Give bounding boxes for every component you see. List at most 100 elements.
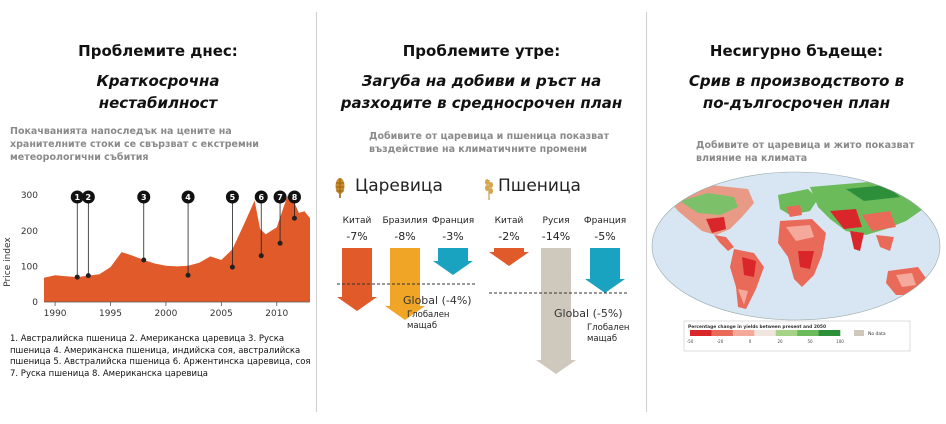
panel-description-line-2: влияние на климата	[696, 153, 808, 164]
wheat-arrow-0	[489, 248, 529, 266]
event-legend-line-3: пшеница 5. Австралийска пшеница 6. Аржен…	[10, 357, 311, 367]
event-marker-label: 2	[86, 193, 92, 202]
panel-title: Проблемите днес:	[78, 42, 238, 60]
maize-arrow-2	[433, 248, 473, 275]
map-legend-swatch	[775, 330, 798, 336]
wheat-title: Пшеница	[498, 176, 581, 196]
wheat-pct-china: -2%	[498, 230, 520, 243]
maize-country-brazil: Бразилия	[382, 216, 428, 226]
x-tick-label: 2000	[154, 309, 177, 319]
event-dot	[185, 272, 191, 278]
event-legend-line-4: 7. Руска пшеница 8. Американска царевица	[10, 368, 208, 379]
event-legend-line-2: пшеница 4. Американска пшеница, индийска…	[10, 345, 301, 356]
maize-pct-china: -7%	[346, 230, 368, 243]
map-legend-swatch	[690, 330, 712, 336]
map-legend-title: Percentage change in yields between pres…	[688, 324, 826, 330]
map-legend-swatch	[754, 330, 777, 336]
y-tick-label: 0	[32, 298, 38, 308]
panel-subtitle-line-1: Загуба на добиви и ръст на	[361, 72, 602, 90]
event-dot	[291, 215, 297, 221]
event-marker	[70, 190, 84, 204]
event-legend-line-1: 1. Австралийска пшеница 2. Американска ц…	[10, 334, 285, 344]
wheat-country-china: Китай	[494, 216, 524, 226]
wheat-pct-france: -5%	[594, 230, 616, 243]
wheat-arrow-1	[536, 248, 576, 374]
event-marker-label: 3	[141, 193, 147, 202]
map-globe	[652, 172, 940, 320]
map-legend-nodata: No data	[868, 331, 886, 337]
event-dot	[229, 264, 235, 270]
panel-description-line-2: въздействие на климатичните промени	[369, 144, 587, 155]
panel-subtitle-line-2: разходите в средносрочен план	[340, 94, 623, 112]
yield-change-arrows	[337, 248, 627, 374]
price-index-area	[44, 195, 310, 302]
world-yield-map: Percentage change in yields between pres…	[651, 171, 941, 352]
panel-subtitle-line-1: Краткосрочна	[96, 72, 220, 90]
maize-global-sub-line-2: мащаб	[407, 321, 438, 331]
panel-subtitle-line-2: нестабилност	[98, 94, 218, 112]
map-legend-bar	[690, 330, 841, 336]
y-tick-label: 100	[21, 262, 38, 272]
event-dot	[258, 253, 264, 259]
panel-description-line-1: Добивите от царевица и жито показват	[696, 140, 915, 151]
wheat-pct-russia: -14%	[541, 230, 571, 243]
panel-subtitle-line-1: Срив в производството в	[688, 72, 905, 90]
map-legend-ticks: -50 -20 0 20 50 100	[687, 339, 845, 344]
price-index-chart: Price index 0 100 200 300 1990 1995 2000 2005 20…	[3, 190, 310, 319]
event-marker	[287, 190, 301, 204]
event-marker	[273, 190, 287, 204]
y-tick-label: 300	[21, 191, 38, 201]
map-legend-tick: 50	[807, 339, 813, 344]
event-marker-label: 7	[277, 193, 283, 202]
wheat-icon	[485, 179, 493, 200]
map-legend-swatch	[711, 330, 734, 336]
map-legend-swatch	[797, 330, 819, 336]
panel-tomorrow: Проблемите утре: Загуба на добиви и ръст…	[317, 0, 646, 424]
event-marker	[137, 190, 151, 204]
event-dot	[277, 240, 283, 246]
wheat-arrow-2	[585, 248, 625, 293]
panel-description-line-1: Добивите от царевица и пшеница показват	[369, 131, 610, 142]
event-marker-label: 8	[292, 193, 298, 202]
maize-country-france: Франция	[431, 216, 475, 226]
maize-arrow-0	[337, 248, 377, 311]
panel-future: Несигурно бъдеще: Срив в производството …	[647, 0, 946, 424]
maize-title: Царевица	[355, 176, 443, 196]
map-legend-tick: 100	[836, 339, 844, 344]
wheat-country-france: Франция	[583, 216, 627, 226]
x-tick-label: 2010	[265, 309, 288, 319]
event-marker-label: 6	[258, 193, 264, 202]
panel-subtitle-line-2: по-дългосрочен план	[702, 94, 891, 112]
panel-description-line-3: метеорологични събития	[10, 152, 149, 163]
maize-icon	[335, 178, 345, 198]
maize-pct-france: -3%	[442, 230, 464, 243]
wheat-global-sub-line-2: мащаб	[587, 334, 618, 344]
divider-left	[316, 12, 317, 412]
panel-description-line-2: хранителните стоки се свързват с екстрем…	[10, 139, 259, 150]
panel-today: Проблемите днес: Краткосрочна нестабилно…	[0, 0, 316, 424]
x-tick-label: 2005	[210, 309, 233, 319]
map-legend-tick: 0	[749, 339, 752, 344]
wheat-global-sub-line-1: Глобален	[587, 323, 630, 333]
map-legend-tick: -20	[717, 339, 724, 344]
event-marker	[181, 190, 195, 204]
divider-right	[646, 12, 647, 412]
x-tick-label: 1990	[44, 309, 67, 319]
event-dot	[74, 274, 80, 280]
maize-global-label: Global (-4%)	[403, 294, 472, 307]
map-legend-tick: -50	[687, 339, 694, 344]
event-marker	[254, 190, 268, 204]
y-tick-label: 200	[21, 227, 38, 237]
map-legend-swatch	[732, 330, 755, 336]
map-legend-tick: 20	[777, 339, 783, 344]
panel-title: Несигурно бъдеще:	[709, 42, 884, 60]
event-marker-label: 4	[185, 193, 191, 202]
event-marker	[225, 190, 239, 204]
map-legend-swatch	[818, 330, 841, 336]
x-tick-label: 1995	[99, 309, 122, 319]
event-marker-label: 5	[230, 193, 236, 202]
panel-title: Проблемите утре:	[402, 42, 561, 60]
event-dot	[85, 273, 91, 279]
event-marker	[81, 190, 95, 204]
event-marker-label: 1	[74, 193, 80, 202]
